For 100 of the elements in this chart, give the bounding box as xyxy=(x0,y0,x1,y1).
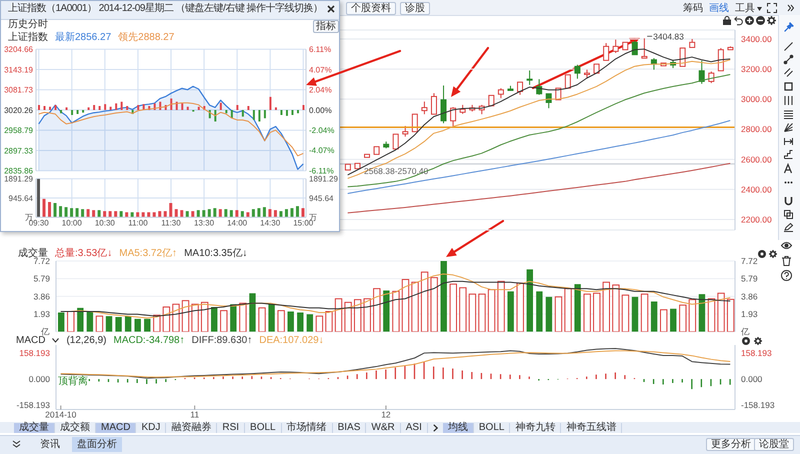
bar xyxy=(174,209,178,218)
bar xyxy=(200,302,208,332)
bar xyxy=(54,105,57,110)
text: 最新2856.27 xyxy=(55,32,112,44)
bar xyxy=(147,212,150,218)
y-tick-label: -158.193 xyxy=(16,400,50,410)
bar xyxy=(110,106,112,110)
bar xyxy=(186,211,189,218)
bar xyxy=(258,307,266,332)
text: BOLL xyxy=(474,422,510,432)
bar xyxy=(252,110,255,120)
bar xyxy=(392,290,400,332)
line-series xyxy=(347,162,731,214)
bar xyxy=(583,294,591,332)
y-tick-label: 945.64 xyxy=(8,194,34,203)
x-tick-label: 12 xyxy=(381,410,391,420)
bar xyxy=(96,316,104,332)
text: 盘面分析 xyxy=(72,437,122,452)
text: 均线 xyxy=(442,422,474,432)
candlestick xyxy=(526,70,533,86)
bar xyxy=(130,212,134,218)
bar xyxy=(92,210,96,218)
bar xyxy=(574,284,581,332)
bar xyxy=(125,212,128,218)
bar xyxy=(67,311,74,332)
bar xyxy=(632,296,638,332)
bar xyxy=(279,211,282,218)
bar xyxy=(136,212,140,218)
bar xyxy=(516,282,524,332)
y-tick-label: 3400.00 xyxy=(741,34,772,44)
x-tick-label: 14:30 xyxy=(260,218,281,228)
bar xyxy=(497,280,505,332)
candlestick xyxy=(689,38,696,48)
text: ASI xyxy=(400,422,428,432)
bar xyxy=(98,106,101,110)
text: 领先2888.27 xyxy=(118,32,174,44)
bar xyxy=(373,288,380,332)
bar xyxy=(252,209,255,218)
bar xyxy=(274,210,277,218)
bar xyxy=(257,208,260,218)
y-tick-label: 2897.33 xyxy=(4,146,34,156)
text: 论股堂 xyxy=(754,438,794,451)
bar xyxy=(220,102,222,110)
bar xyxy=(622,294,630,332)
bar xyxy=(297,312,304,332)
bar xyxy=(316,316,324,332)
bar xyxy=(291,110,294,115)
text: MACD xyxy=(96,422,136,432)
y-tick-label: 1.93 xyxy=(33,309,50,319)
bar xyxy=(120,211,123,218)
candlestick xyxy=(517,82,524,96)
bar xyxy=(181,103,184,110)
bar xyxy=(302,105,304,110)
text: 工具 xyxy=(735,3,755,14)
bar xyxy=(440,261,447,332)
y-tick-label: 3.86 xyxy=(33,291,50,302)
y-tick-label: 3200.00 xyxy=(741,64,772,74)
x-tick-label: 11 xyxy=(190,410,200,420)
text: KDJ xyxy=(136,422,166,432)
chart-subtitle: (12,26,9) xyxy=(66,335,106,346)
bar xyxy=(214,110,216,122)
bar xyxy=(459,287,467,332)
bar xyxy=(164,211,167,218)
bar xyxy=(49,106,52,110)
bar xyxy=(59,206,62,218)
bar xyxy=(420,272,428,332)
y2-tick-label: -6.11% xyxy=(309,166,334,176)
text: MA10:3.35亿↓ xyxy=(184,248,248,259)
bar xyxy=(246,212,250,218)
candlestick xyxy=(364,154,370,158)
bar xyxy=(554,296,562,332)
bar xyxy=(64,207,68,218)
y2-tick-label: -4.07% xyxy=(309,146,334,156)
y-tick-label: 2200.00 xyxy=(741,214,772,224)
bar xyxy=(688,299,696,332)
text: W&R xyxy=(366,422,401,432)
bar xyxy=(235,210,238,218)
text: 筹码 xyxy=(683,3,703,14)
bar xyxy=(211,306,218,332)
bar xyxy=(169,203,172,218)
bar xyxy=(58,312,64,332)
bar xyxy=(115,103,118,110)
bar xyxy=(180,210,184,218)
bar xyxy=(650,301,658,332)
bar xyxy=(218,209,222,218)
bar xyxy=(196,210,200,218)
bar xyxy=(104,104,106,110)
bar xyxy=(76,208,79,218)
bar xyxy=(488,289,496,332)
bar xyxy=(593,292,600,332)
candlestick xyxy=(622,42,628,50)
bar xyxy=(48,202,52,218)
bar xyxy=(198,106,200,110)
y2-tick-label: 6.11% xyxy=(309,45,332,54)
bar xyxy=(468,294,476,332)
bar xyxy=(42,198,46,218)
x-tick-label: 11:00 xyxy=(128,218,148,228)
bar xyxy=(286,110,288,116)
bar xyxy=(660,309,668,332)
candlestick xyxy=(603,42,610,61)
